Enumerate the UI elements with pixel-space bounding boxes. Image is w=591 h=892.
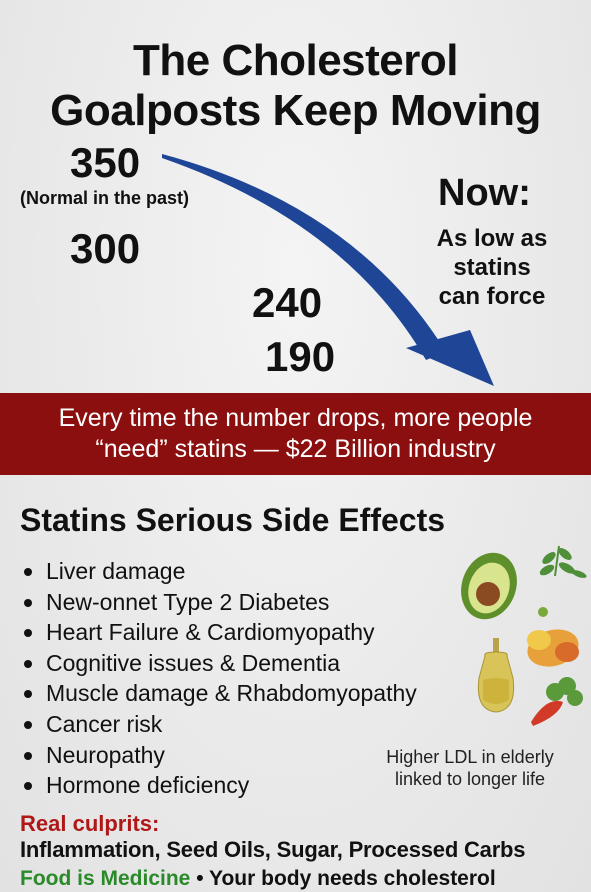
statins-industry-banner: Every time the number drops, more people…: [0, 393, 591, 475]
olive-oil-bottle-icon: [477, 638, 515, 713]
side-effects-heading: Statins Serious Side Effects: [20, 502, 446, 538]
banner-line-2: “need” statins — $22 Billion industry: [95, 435, 496, 463]
threshold-300: 300: [70, 225, 141, 272]
avocado-icon: [461, 552, 517, 620]
healthy-food-illustration: [461, 545, 587, 726]
threshold-240: 240: [252, 279, 323, 326]
carrot-icon: [531, 700, 563, 726]
leafy-greens-icon: [546, 677, 583, 706]
body-needs-cholesterol-text: Your body needs cholesterol: [209, 867, 496, 890]
threshold-350: 350: [70, 139, 141, 186]
banner-line-1: Every time the number drops, more people: [58, 404, 533, 432]
ldl-note-line-1: Higher LDL in elderly: [386, 747, 554, 767]
side-effect-item: Liver damage: [20, 556, 417, 587]
now-note: As low as statins can force: [422, 224, 562, 311]
normal-past-note: (Normal in the past): [20, 188, 190, 208]
side-effect-item: New-onnet Type 2 Diabetes: [20, 587, 417, 618]
threshold-190: 190: [265, 333, 336, 380]
side-effect-item: Heart Failure & Cardiomyopathy: [20, 617, 417, 648]
side-effect-item: Hormone deficiency: [20, 770, 417, 801]
herb-sprig-icon: [539, 545, 587, 578]
ldl-note-line-2: linked to longer life: [394, 769, 546, 789]
now-note-line-3: can force: [438, 283, 546, 310]
real-culprits-text: Inflammation, Seed Oils, Sugar, Processe…: [20, 837, 526, 862]
now-note-line-2: statins: [453, 254, 531, 281]
food-is-medicine-line: Food is Medicine • Your body needs chole…: [20, 867, 496, 891]
side-effect-item: Muscle damage & Rhabdomyopathy: [20, 678, 417, 709]
title-line-1: The Cholesterol: [133, 36, 459, 85]
leaf-icon: [538, 607, 548, 617]
side-effect-item: Neuropathy: [20, 740, 417, 771]
title-line-2: Goalposts Keep Moving: [50, 86, 541, 135]
side-effect-item: Cancer risk: [20, 709, 417, 740]
footer-separator: •: [196, 867, 204, 890]
side-effect-item: Cognitive issues & Dementia: [20, 648, 417, 679]
real-culprits-label: Real culprits:: [20, 811, 160, 836]
food-is-medicine-text: Food is Medicine: [20, 867, 191, 890]
arrow-head: [406, 330, 494, 386]
ldl-elderly-note: Higher LDL in elderly linked to longer l…: [372, 746, 568, 790]
now-label: Now:: [438, 172, 531, 214]
bell-pepper-icon: [527, 629, 579, 667]
now-note-line-1: As low as: [436, 225, 548, 252]
downward-arrow-icon: [162, 154, 494, 386]
arrow-shaft: [162, 154, 446, 360]
side-effects-list: Liver damage New-onnet Type 2 Diabetes H…: [20, 556, 417, 801]
